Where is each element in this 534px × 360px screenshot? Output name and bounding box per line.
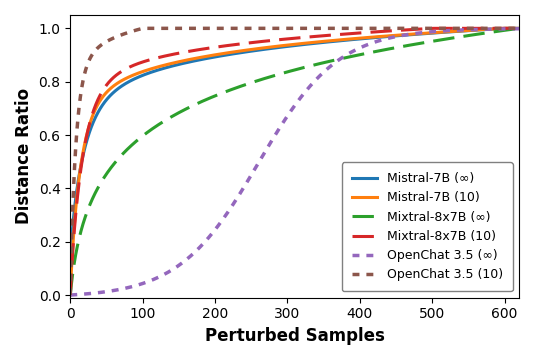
Line: Mistral-7B (∞): Mistral-7B (∞) <box>70 28 519 260</box>
OpenChat 3.5 (10) <box>273 26 280 31</box>
Mistral-7B (10) <box>285 43 292 47</box>
Mistral-7B (10) <box>503 26 509 31</box>
Mistral-7B (∞) <box>516 26 522 31</box>
Mixtral-8x7B (∞) <box>503 28 509 32</box>
Mixtral-8x7B (10) <box>420 27 427 31</box>
OpenChat 3.5 (10) <box>90 51 96 55</box>
OpenChat 3.5 (10) <box>516 26 522 31</box>
Mixtral-8x7B (∞) <box>516 26 522 31</box>
Mistral-7B (10) <box>90 112 96 117</box>
OpenChat 3.5 (∞) <box>516 27 522 31</box>
X-axis label: Perturbed Samples: Perturbed Samples <box>205 327 384 345</box>
Y-axis label: Distance Ratio: Distance Ratio <box>15 88 33 224</box>
Mistral-7B (∞) <box>503 26 509 31</box>
Mixtral-8x7B (∞) <box>420 41 427 45</box>
OpenChat 3.5 (10) <box>67 293 74 297</box>
Mixtral-8x7B (∞) <box>285 69 292 74</box>
OpenChat 3.5 (∞) <box>90 291 96 296</box>
OpenChat 3.5 (∞) <box>273 131 280 135</box>
Line: Mistral-7B (10): Mistral-7B (10) <box>70 28 519 295</box>
OpenChat 3.5 (10) <box>503 26 509 31</box>
OpenChat 3.5 (∞) <box>503 27 509 31</box>
Mistral-7B (10) <box>516 26 522 31</box>
Mistral-7B (10) <box>420 31 427 36</box>
OpenChat 3.5 (10) <box>286 26 292 31</box>
Line: Mixtral-8x7B (10): Mixtral-8x7B (10) <box>70 28 519 295</box>
Mixtral-8x7B (∞) <box>67 293 74 297</box>
Line: OpenChat 3.5 (10): OpenChat 3.5 (10) <box>70 28 519 295</box>
OpenChat 3.5 (∞) <box>67 293 74 297</box>
Mistral-7B (10) <box>503 26 509 31</box>
Mistral-7B (∞) <box>67 258 74 262</box>
Mistral-7B (∞) <box>90 120 96 125</box>
Mistral-7B (10) <box>273 44 280 49</box>
Mistral-7B (10) <box>501 26 508 31</box>
Mixtral-8x7B (10) <box>285 37 292 41</box>
Legend: Mistral-7B (∞), Mistral-7B (10), Mixtral-8x7B (∞), Mixtral-8x7B (10), OpenChat 3: Mistral-7B (∞), Mistral-7B (10), Mixtral… <box>342 162 513 292</box>
Mistral-7B (∞) <box>273 46 280 50</box>
OpenChat 3.5 (10) <box>503 26 509 31</box>
OpenChat 3.5 (10) <box>139 26 146 31</box>
OpenChat 3.5 (∞) <box>420 30 427 35</box>
OpenChat 3.5 (∞) <box>502 27 509 31</box>
Line: Mixtral-8x7B (∞): Mixtral-8x7B (∞) <box>70 28 519 295</box>
Mixtral-8x7B (∞) <box>273 73 280 77</box>
Mistral-7B (∞) <box>285 44 292 49</box>
Mixtral-8x7B (10) <box>67 293 74 297</box>
Mistral-7B (10) <box>67 293 74 297</box>
Mixtral-8x7B (10) <box>273 38 280 42</box>
OpenChat 3.5 (10) <box>421 26 427 31</box>
Mixtral-8x7B (10) <box>503 26 509 31</box>
Mixtral-8x7B (∞) <box>502 28 509 32</box>
Mistral-7B (∞) <box>503 26 509 31</box>
Mixtral-8x7B (∞) <box>90 195 96 199</box>
Mistral-7B (∞) <box>420 32 427 36</box>
Mixtral-8x7B (10) <box>429 26 436 31</box>
Mixtral-8x7B (10) <box>503 26 509 31</box>
Mistral-7B (∞) <box>501 26 508 31</box>
Line: OpenChat 3.5 (∞): OpenChat 3.5 (∞) <box>70 29 519 295</box>
Mixtral-8x7B (10) <box>90 109 96 114</box>
Mixtral-8x7B (10) <box>516 26 522 31</box>
OpenChat 3.5 (∞) <box>285 112 292 117</box>
